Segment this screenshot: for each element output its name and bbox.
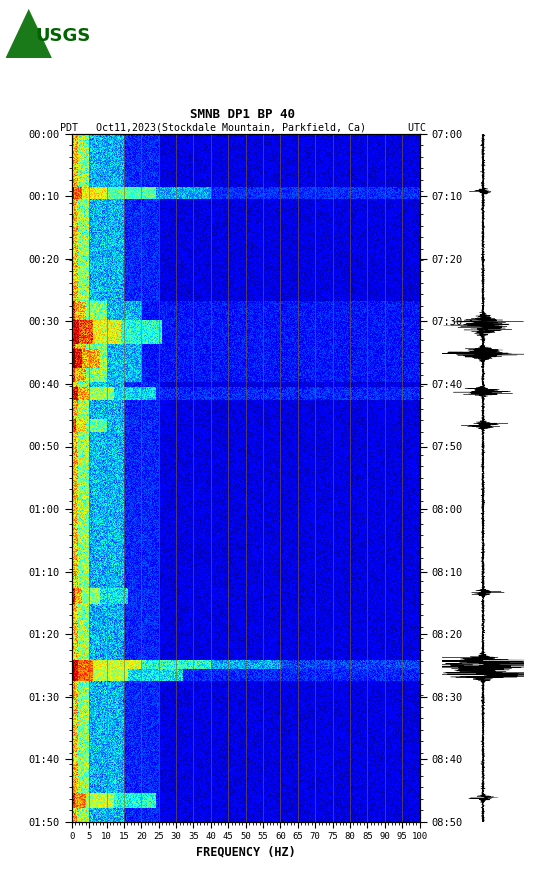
Text: USGS: USGS	[35, 27, 91, 45]
X-axis label: FREQUENCY (HZ): FREQUENCY (HZ)	[196, 845, 295, 858]
Text: SMNB DP1 BP 40: SMNB DP1 BP 40	[190, 108, 295, 121]
Polygon shape	[6, 9, 52, 58]
Text: PDT   Oct11,2023(Stockdale Mountain, Parkfield, Ca)       UTC: PDT Oct11,2023(Stockdale Mountain, Parkf…	[60, 122, 426, 133]
